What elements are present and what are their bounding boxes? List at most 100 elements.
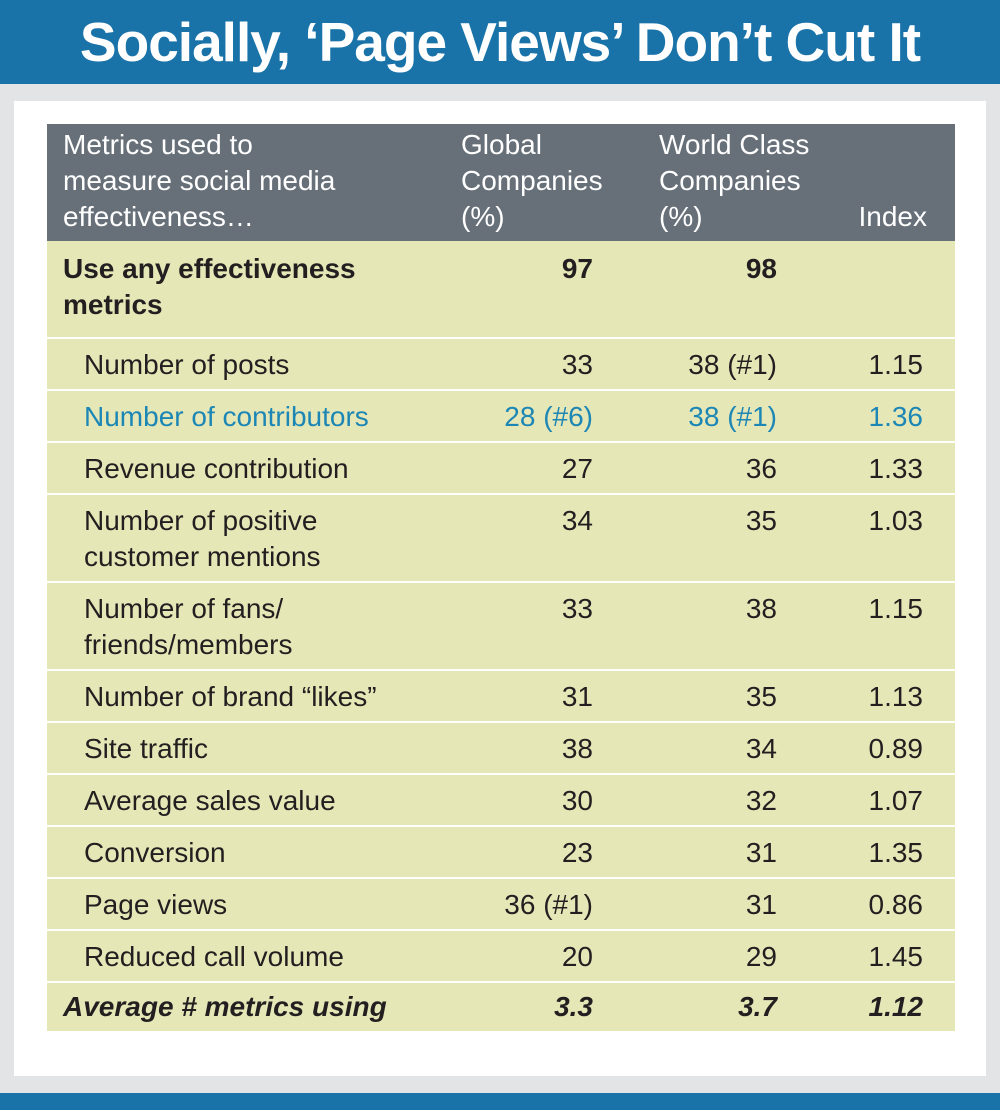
table-row: Reduced call volume 20 29 1.45 [47,930,955,983]
metric-label-line: Reduced call volume [84,941,344,972]
header-index: Index [835,124,955,241]
index-value: 1.45 [835,930,955,983]
metric-label: Site traffic [47,722,445,775]
title-banner: Socially, ‘Page Views’ Don’t Cut It [0,0,1000,84]
metric-label-line: Page views [84,889,228,920]
world-class-value: 34 [635,722,835,775]
index-value: 1.13 [835,670,955,723]
metric-label-line: friends/members [84,629,293,660]
global-value: 30 [445,774,635,827]
index-value: 0.89 [835,722,955,775]
index-value [835,241,955,339]
global-value: 23 [445,826,635,879]
index-value: 1.36 [835,390,955,443]
header-world-class-line: World Class [659,129,810,160]
world-class-value: 32 [635,774,835,827]
metric-label-line: Average sales value [84,785,336,816]
metric-label-line: Number of fans/ [84,593,284,624]
world-class-value: 36 [635,442,835,495]
global-value: 31 [445,670,635,723]
world-class-value: 98 [635,241,835,339]
table-row: Revenue contribution 27 36 1.33 [47,442,955,495]
metric-label-line: Average # metrics using [63,991,387,1022]
world-class-value: 38 [635,582,835,671]
table-row: Number of positive customer mentions 34 35 1… [47,494,955,583]
header-global: Global Companies (%) [445,124,635,241]
table-row: Number of posts 33 38 (#1) 1.15 [47,338,955,391]
world-class-value: 38 (#1) [635,390,835,443]
world-class-value: 35 [635,670,835,723]
metric-label: Page views [47,878,445,931]
global-value: 38 [445,722,635,775]
metric-label: Number of fans/friends/members [47,582,445,671]
global-value: 27 [445,442,635,495]
index-value: 1.15 [835,582,955,671]
global-value: 33 [445,582,635,671]
world-class-value: 3.7 [635,982,835,1031]
table-row: Conversion 23 31 1.35 [47,826,955,879]
global-value: 33 [445,338,635,391]
header-metric-line: measure social media [63,165,336,196]
table-row: Page views 36 (#1) 31 0.86 [47,878,955,931]
header-metric: Metrics used to measure social media eff… [47,124,445,241]
header-metric-line: Metrics used to [63,129,253,160]
global-value: 3.3 [445,982,635,1031]
metric-label-line: Use any effectiveness [63,253,356,284]
metric-label: Reduced call volume [47,930,445,983]
metric-label-line: Number of positive [84,505,318,536]
metric-label: Number of posts [47,338,445,391]
metric-label: Revenue contribution [47,442,445,495]
table-row: Average # metrics using 3.3 3.7 1.12 [47,982,955,1031]
header-global-line: (%) [461,201,505,232]
table-row: Number of contributors 28 (#6) 38 (#1) 1.36 [47,390,955,443]
footer-bar [0,1093,1000,1110]
global-value: 97 [445,241,635,339]
global-value: 36 (#1) [445,878,635,931]
table-row: Use any effectiveness metrics 97 98 [47,241,955,339]
metrics-table: Metrics used to measure social media eff… [47,124,955,1031]
header-world-class: World Class Companies (%) [635,124,835,241]
table-row: Site traffic 38 34 0.89 [47,722,955,775]
table-row: Number of fans/friends/members 33 38 1.15 [47,582,955,671]
metric-label: Average # metrics using [47,982,445,1031]
metric-label-line: Number of posts [84,349,290,380]
metric-label: Number of contributors [47,390,445,443]
index-value: 1.07 [835,774,955,827]
header-index-label: Index [858,201,928,232]
index-value: 1.33 [835,442,955,495]
global-value: 28 (#6) [445,390,635,443]
metric-label-line: Revenue contribution [84,453,349,484]
metric-label-line: Site traffic [84,733,208,764]
index-value: 1.35 [835,826,955,879]
metric-label-line: metrics [63,289,163,320]
metric-label: Conversion [47,826,445,879]
table-row: Number of brand “likes” 31 35 1.13 [47,670,955,723]
global-value: 20 [445,930,635,983]
table-row: Average sales value 30 32 1.07 [47,774,955,827]
header-global-line: Companies [461,165,603,196]
metric-label: Use any effectiveness metrics [47,241,445,339]
metric-label-line: Conversion [84,837,226,868]
world-class-value: 31 [635,826,835,879]
header-world-class-line: (%) [659,201,703,232]
table-body: Use any effectiveness metrics 97 98 Number o… [47,241,955,1031]
metric-label: Average sales value [47,774,445,827]
metric-label: Number of positive customer mentions [47,494,445,583]
metric-label: Number of brand “likes” [47,670,445,723]
table-header-row: Metrics used to measure social media eff… [47,124,955,241]
index-value: 1.03 [835,494,955,583]
world-class-value: 38 (#1) [635,338,835,391]
index-value: 1.15 [835,338,955,391]
metric-label-line: customer mentions [84,541,321,572]
metric-label-line: Number of contributors [84,401,369,432]
page-title: Socially, ‘Page Views’ Don’t Cut It [79,11,921,73]
world-class-value: 31 [635,878,835,931]
world-class-value: 29 [635,930,835,983]
index-value: 0.86 [835,878,955,931]
metric-label-line: Number of brand “likes” [84,681,377,712]
index-value: 1.12 [835,982,955,1031]
global-value: 34 [445,494,635,583]
header-metric-line: effectiveness… [63,201,254,232]
header-global-line: Global [461,129,542,160]
world-class-value: 35 [635,494,835,583]
